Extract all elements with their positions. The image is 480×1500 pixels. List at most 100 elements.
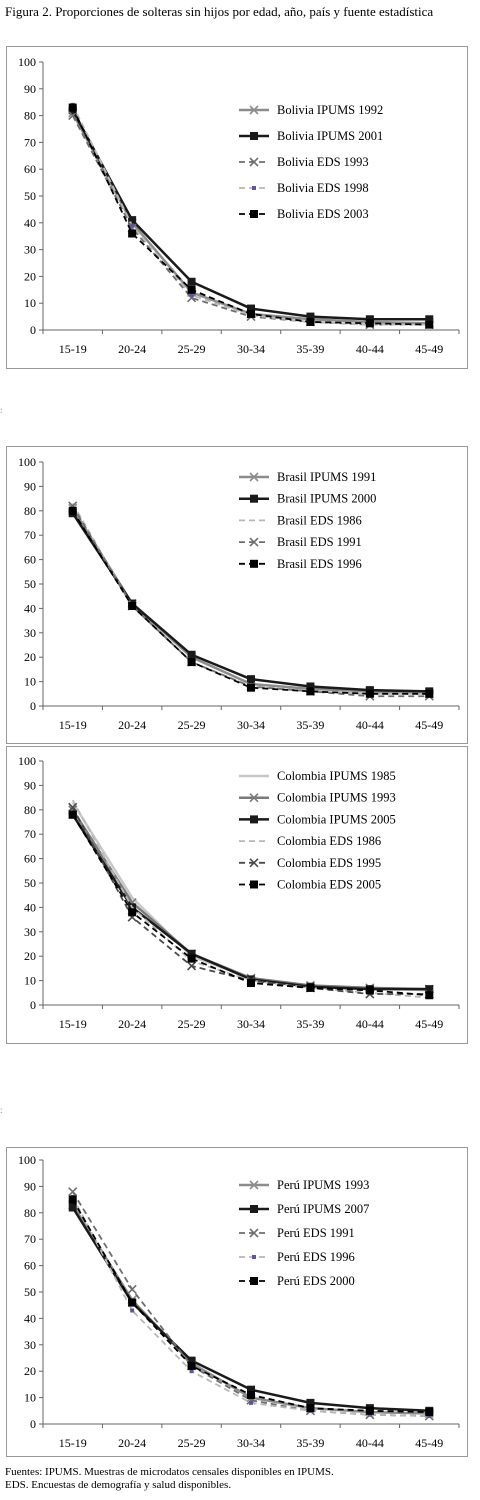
y-tick-label: 70 [24, 827, 36, 841]
x-tick-label: 20-24 [118, 342, 146, 356]
y-tick-label: 30 [24, 1338, 36, 1352]
data-point [68, 802, 78, 812]
data-point [130, 1308, 135, 1313]
chart-brasil: 0 10 20 30 40 50 60 70 80 90 100 15-19 20-24 25-29 30-… [6, 446, 468, 744]
legend-item: Bolivia EDS 1998 [239, 181, 369, 195]
data-point [425, 991, 434, 1000]
y-tick-label: 40 [24, 900, 36, 914]
y-tick-label: 50 [24, 189, 36, 203]
y-tick-label: 50 [24, 876, 36, 890]
data-point [306, 317, 315, 326]
data-point [187, 949, 196, 958]
series-2 [71, 503, 430, 695]
legend-marker [249, 105, 259, 115]
y-tick-label: 30 [24, 626, 36, 640]
y-tick-label: 50 [24, 1285, 36, 1299]
legend-item: Bolivia IPUMS 2001 [239, 129, 383, 143]
chart-svg: 0 10 20 30 40 50 60 70 80 90 100 15-19 20-24 25-29 30-… [18, 1153, 460, 1450]
data-point [365, 319, 374, 328]
legend-marker [249, 1228, 259, 1238]
legend-item: Perú IPUMS 2007 [239, 1202, 369, 1216]
legend-marker [250, 494, 258, 503]
x-tick-label: 45-49 [415, 342, 443, 356]
legend-label: Perú EDS 1991 [277, 1226, 355, 1240]
series-1 [68, 509, 434, 696]
x-tick-label: 45-49 [415, 718, 443, 732]
y-tick-label: 90 [24, 82, 36, 96]
legend-marker [250, 1205, 258, 1213]
data-point [247, 675, 255, 684]
legend-item: Brasil IPUMS 1991 [239, 470, 376, 484]
data-point [68, 1203, 77, 1212]
x-tick-label: 45-49 [415, 1017, 443, 1031]
data-point [187, 954, 196, 963]
legend-item: Brasil EDS 1991 [239, 535, 362, 549]
legend-label: Perú IPUMS 2007 [277, 1202, 369, 1216]
chart-svg: 0 10 20 30 40 50 60 70 80 90 100 15-19 20-24 25-29 30-… [18, 455, 460, 732]
data-point [189, 1369, 194, 1374]
series-3 [70, 1194, 432, 1419]
legend-marker [250, 1277, 258, 1285]
x-tick-label: 15-19 [59, 1436, 87, 1450]
chart-svg: 0 10 20 30 40 50 60 70 80 90 100 15-19 20-24 25-29 30-… [18, 754, 460, 1031]
legend-item: Perú IPUMS 1993 [239, 1178, 369, 1192]
data-point [365, 986, 374, 995]
y-tick-label: 60 [24, 852, 36, 866]
separator-mark: : [0, 405, 3, 415]
y-tick-label: 60 [24, 162, 36, 176]
legend-item: Brasil EDS 1996 [239, 557, 362, 571]
legend-item: Colombia IPUMS 1993 [239, 791, 396, 805]
data-point [425, 315, 434, 324]
x-tick-label: 25-29 [178, 1017, 206, 1031]
footnote-line: Fuentes: IPUMS. Muestras de microdatos c… [5, 1466, 334, 1478]
data-point [306, 1398, 315, 1407]
figure-title: Figura 2. Proporciones de solteras sin h… [5, 4, 434, 19]
x-tick-label: 35-39 [296, 1436, 324, 1450]
y-tick-label: 50 [24, 577, 36, 591]
legend-marker [249, 157, 259, 167]
x-tick-label: 35-39 [296, 718, 324, 732]
x-tick-label: 40-44 [356, 1017, 384, 1031]
legend-label: Brasil IPUMS 1991 [277, 470, 376, 484]
legend-label: Brasil EDS 1991 [277, 535, 362, 549]
y-tick-label: 0 [30, 323, 36, 337]
data-point [128, 908, 137, 917]
chart-svg: 0 10 20 30 40 50 60 70 80 90 100 15-19 20-24 25-29 30-… [18, 55, 460, 356]
x-tick-label: 40-44 [356, 718, 384, 732]
legend-marker [249, 472, 259, 482]
x-tick-label: 45-49 [415, 1436, 443, 1450]
legend-marker [252, 186, 256, 190]
data-point [187, 650, 196, 659]
x-tick-label: 40-44 [356, 1436, 384, 1450]
legend-label: Brasil EDS 1986 [277, 513, 362, 527]
series-line [71, 1206, 430, 1413]
series-3 [68, 501, 434, 701]
data-point [187, 293, 197, 303]
legend-label: Bolivia EDS 2003 [277, 207, 369, 221]
legend-item: Perú EDS 2000 [239, 1274, 355, 1288]
chart-bolivia: 0 10 20 30 40 50 60 70 80 90 100 15-19 20-24 25-29 30-… [6, 46, 468, 369]
legend-item: Bolivia EDS 2003 [239, 207, 369, 221]
data-point [187, 285, 196, 294]
legend-item: Colombia IPUMS 1985 [239, 769, 396, 783]
x-tick-label: 25-29 [178, 1436, 206, 1450]
x-tick-label: 30-34 [237, 718, 265, 732]
legend-label: Colombia EDS 1986 [277, 834, 381, 848]
y-tick-label: 0 [30, 1417, 36, 1431]
data-point [249, 1400, 253, 1405]
legend-label: Brasil IPUMS 2000 [277, 492, 376, 506]
series-4 [68, 1195, 434, 1417]
chart-peru: 0 10 20 30 40 50 60 70 80 90 100 15-19 20-24 25-29 30-… [6, 1147, 468, 1457]
data-point [425, 320, 434, 329]
legend-marker [249, 537, 259, 547]
legend-label: Brasil EDS 1996 [277, 557, 362, 571]
x-tick-label: 30-34 [237, 1017, 265, 1031]
x-tick-label: 20-24 [118, 718, 146, 732]
y-tick-label: 70 [24, 528, 36, 542]
y-tick-label: 60 [24, 1259, 36, 1273]
data-point [128, 216, 137, 225]
y-tick-label: 70 [24, 1232, 36, 1246]
legend-item: Perú EDS 1996 [239, 1250, 355, 1264]
y-tick-label: 80 [24, 803, 36, 817]
y-tick-label: 40 [24, 216, 36, 230]
